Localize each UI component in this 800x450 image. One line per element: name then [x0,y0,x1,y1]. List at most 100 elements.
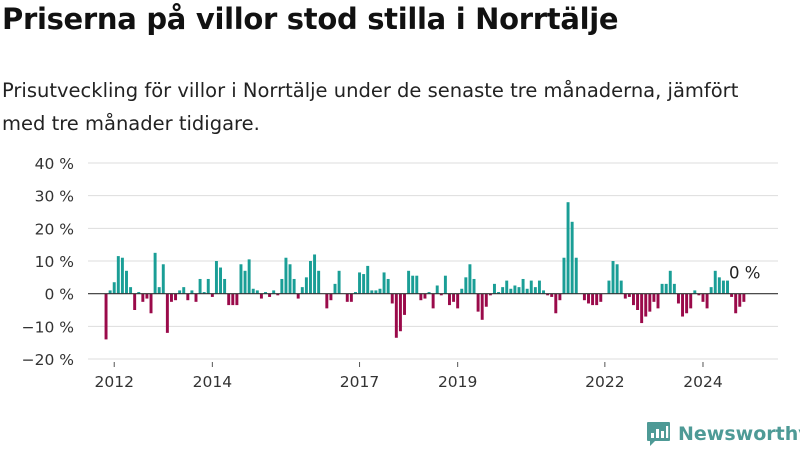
bar [509,288,513,294]
bar [210,293,214,297]
bar [513,285,517,294]
bar [533,287,537,294]
bar [636,293,640,310]
bar [390,293,394,304]
bar [460,288,464,294]
bar [419,293,423,301]
bar [231,293,235,306]
brand-logo: Newsworthy [645,420,800,447]
x-tick-label: 2022 [585,373,624,391]
bar [681,293,685,317]
bar [219,267,222,294]
bar [133,293,137,310]
bar [292,278,296,294]
bar [104,293,108,340]
bar [276,293,280,296]
bar [476,293,480,312]
x-tick-label: 2012 [94,373,133,391]
bar [484,293,488,307]
bar [464,277,468,294]
bar [644,293,648,317]
bar [648,293,652,312]
bar [223,278,227,294]
bar [247,259,251,294]
bar [554,293,558,314]
bar [186,293,190,301]
bar [676,293,680,304]
bar [574,257,578,294]
bar [738,293,742,307]
bar [664,283,668,294]
bar [386,278,390,294]
bar [145,293,149,299]
bar [255,290,259,294]
bar [165,293,169,333]
bar [112,282,116,294]
bar [411,275,415,294]
bar [329,293,333,301]
bar [374,290,378,294]
bar [566,202,570,294]
x-tick-label: 2019 [438,373,477,391]
bar [611,261,615,294]
bar [317,270,321,294]
newsworthy-logo-icon [647,422,670,446]
bar [742,293,746,302]
bar [280,278,284,294]
bar [599,293,603,302]
bar [501,287,505,294]
bar [182,287,186,294]
bar [672,283,676,294]
bar [697,293,701,296]
x-tick-label: 2017 [340,373,379,391]
bar [427,292,431,294]
last-value-label: 0 % [729,264,760,283]
y-tick-label: 20 % [35,220,74,238]
bar [632,293,635,306]
bar [550,293,554,297]
bar [468,264,472,294]
bar [497,292,501,294]
bar [415,275,419,294]
y-tick-label: 10 % [35,253,74,271]
bar [398,293,402,332]
bar [595,293,599,306]
bar [709,287,713,294]
bar [452,293,456,302]
bar [407,270,411,294]
bar [546,293,550,296]
bar [333,283,337,294]
bar [272,290,276,294]
bar [169,293,173,302]
bar [443,275,447,294]
bar [174,293,178,301]
bar [157,287,161,294]
bar [431,293,435,309]
bar [660,283,664,294]
bar [358,272,362,294]
bar [627,293,631,297]
bar [435,285,439,294]
bar [259,293,263,299]
chart-subtitle: Prisutveckling för villor i Norrtälje un… [2,79,739,135]
bar [243,270,247,294]
bar [456,293,460,309]
bar [313,254,317,294]
bar [439,293,443,296]
bar [325,293,329,309]
bar [721,280,725,294]
bar [296,293,300,299]
bar [570,221,574,294]
bar [689,293,693,309]
bar [480,293,484,320]
bar [120,257,124,294]
bar [587,293,590,304]
y-tick-label: −10 % [22,318,74,336]
bar [423,293,427,299]
bar [125,270,128,294]
bar [382,272,386,294]
bar [353,292,357,294]
bar [309,261,312,294]
bar [202,292,206,294]
